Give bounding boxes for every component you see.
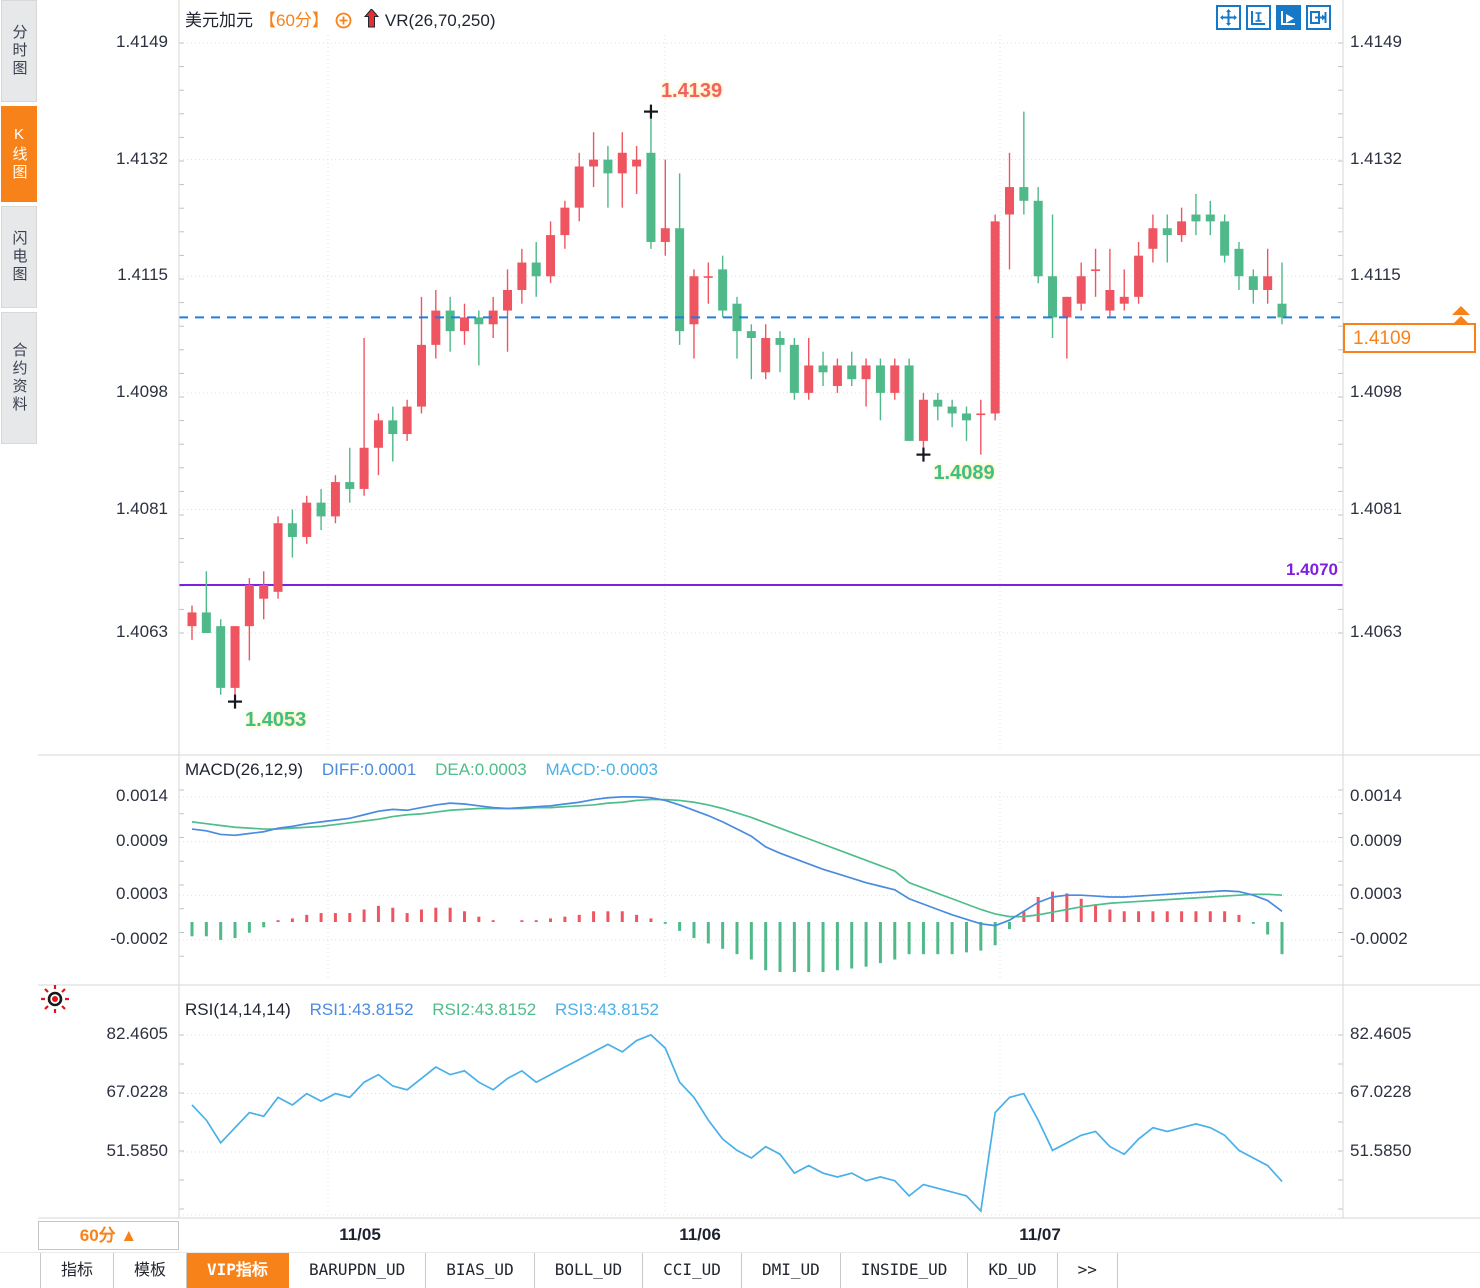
macd-y-axis-label: 0.0014 (116, 785, 168, 805)
auto-scroll-icon[interactable] (1276, 5, 1301, 30)
main-y-axis-label: 1.4115 (117, 265, 168, 285)
tab-cci-ud[interactable]: CCI_UD (643, 1253, 742, 1288)
main-y-axis-label: 1.4149 (1350, 32, 1402, 51)
macd-plot[interactable] (179, 756, 1343, 984)
macd-y-axis-label: 0.0014 (1350, 785, 1402, 805)
rsi-plot[interactable] (179, 986, 1343, 1216)
rsi1-value: RSI1:43.8152 (309, 1000, 414, 1019)
price-up-arrow-icon (1452, 306, 1470, 315)
rsi-y-axis-label: 51.5850 (106, 1140, 168, 1160)
main-y-axis-label: 1.4132 (1350, 148, 1402, 168)
main-y-axis-label: 1.4132 (116, 148, 168, 168)
tab-indicators[interactable]: 指标 (40, 1253, 115, 1288)
tab-inside-ud[interactable]: INSIDE_UD (841, 1253, 969, 1288)
current-price-box: 1.4109 (1343, 323, 1476, 353)
rsi-header: RSI(14,14,14) RSI1:43.8152 RSI2:43.8152 … (185, 1000, 659, 1020)
rsi-y-axis-label: 67.0228 (1350, 1082, 1412, 1102)
period-selector[interactable]: 60分 ▲ (38, 1221, 179, 1250)
macd-dea-value: DEA:0.0003 (435, 760, 527, 779)
rsi3-value: RSI3:43.8152 (554, 1000, 659, 1019)
rsi-y-axis-label: 82.4605 (1350, 1024, 1412, 1043)
axis-scale-icon[interactable] (1246, 5, 1271, 30)
indicator-title: VR(26,70,250) (384, 11, 496, 30)
price-up-arrow-icon (1452, 316, 1470, 325)
chart-toolbar (1216, 5, 1331, 30)
x-axis-date-label: 11/06 (679, 1225, 721, 1244)
macd-header: MACD(26,12,9) DIFF:0.0001 DEA:0.0003 MAC… (185, 760, 658, 780)
period-label[interactable]: 【60分】 (259, 11, 329, 30)
main-y-axis-label: 1.4115 (1350, 265, 1401, 285)
sidebar: 分时图 K线图 闪电图 合约资料 (0, 0, 38, 1288)
macd-y-axis-label: 0.0009 (116, 830, 168, 850)
tab-bias-ud[interactable]: BIAS_UD (426, 1253, 535, 1288)
rsi2-value: RSI2:43.8152 (432, 1000, 537, 1019)
main-y-axis-label: 1.4063 (116, 622, 168, 641)
up-arrow-icon (363, 8, 380, 34)
rsi-y-axis-label: 67.0228 (106, 1082, 168, 1102)
tab-templates[interactable]: 模板 (114, 1253, 188, 1288)
current-price-value: 1.4109 (1353, 328, 1412, 349)
crosshair-move-icon[interactable] (1216, 5, 1241, 30)
rsi-y-axis-label: 51.5850 (1350, 1140, 1412, 1160)
tab-dmi-ud[interactable]: DMI_UD (742, 1253, 841, 1288)
circle-plus-icon[interactable] (335, 12, 352, 34)
main-y-axis-label: 1.4063 (1350, 622, 1402, 641)
main-y-axis-label: 1.4081 (1350, 498, 1402, 518)
main-y-axis-label: 1.4081 (116, 498, 168, 518)
symbol-title: 美元加元 (185, 11, 253, 30)
macd-diff-value: DIFF:0.0001 (321, 760, 417, 779)
macd-title: MACD(26,12,9) (185, 760, 304, 779)
indicator-sun-icon[interactable] (40, 984, 70, 1019)
macd-y-axis-label: 0.0003 (1350, 884, 1402, 904)
tab-kd-ud[interactable]: KD_UD (968, 1253, 1058, 1288)
sidebar-item-contract-info[interactable]: 合约资料 (1, 312, 37, 444)
time-axis-row: 60分 ▲ 11/05 11/06 11/07 (38, 1218, 1480, 1253)
main-y-axis-label: 1.4098 (1350, 381, 1402, 401)
main-chart-header: 美元加元 【60分】 VR(26,70,250) (185, 6, 496, 34)
tab-vip-indicators[interactable]: VIP指标 (187, 1253, 289, 1288)
main-y-axis-label: 1.4149 (116, 32, 168, 51)
support-line-label: 1.4070 (1286, 560, 1338, 579)
macd-y-axis-label: 0.0009 (1350, 830, 1402, 850)
main-y-axis-label: 1.4098 (116, 381, 168, 401)
main-chart-plot[interactable] (179, 35, 1343, 755)
rsi-y-axis-label: 82.4605 (106, 1024, 168, 1043)
macd-macd-value: MACD:-0.0003 (545, 760, 658, 779)
macd-y-axis-label: -0.0002 (110, 928, 168, 948)
x-axis-date-label: 11/07 (1019, 1225, 1061, 1244)
tab-barupdn-ud[interactable]: BARUPDN_UD (289, 1253, 427, 1288)
x-axis-date-label: 11/05 (339, 1225, 381, 1244)
sidebar-item-time-chart[interactable]: 分时图 (1, 0, 37, 102)
tab-more[interactable]: >> (1058, 1253, 1118, 1288)
macd-y-axis-label: 0.0003 (116, 884, 168, 904)
macd-y-axis-label: -0.0002 (1350, 928, 1408, 948)
tab-boll-ud[interactable]: BOLL_UD (535, 1253, 644, 1288)
indicator-tabbar: 指标 模板 VIP指标 BARUPDN_UD BIAS_UD BOLL_UD C… (0, 1253, 1480, 1288)
sidebar-item-kline-chart[interactable]: K线图 (1, 106, 37, 202)
exit-right-icon[interactable] (1306, 5, 1331, 30)
rsi-title: RSI(14,14,14) (185, 1000, 291, 1019)
sidebar-item-flash-chart[interactable]: 闪电图 (1, 206, 37, 308)
